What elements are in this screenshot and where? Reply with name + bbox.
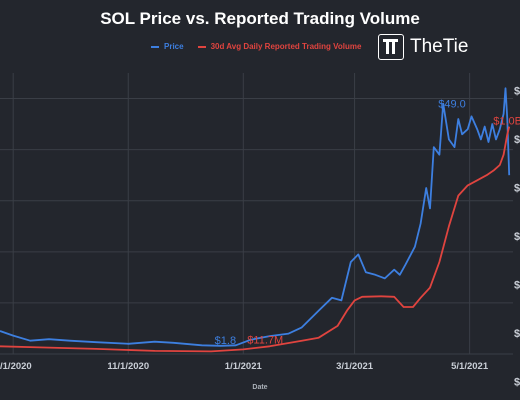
right-tick-label-5: $ bbox=[514, 328, 520, 340]
thetie-logo-text: TheTie bbox=[410, 36, 469, 57]
x-tick-label-0: 9/1/2020 bbox=[0, 361, 32, 372]
x-tick-label-3: 3/1/2021 bbox=[336, 361, 374, 372]
legend-label-volume: 30d Avg Daily Reported Trading Volume bbox=[210, 42, 362, 51]
legend-label-price: Price bbox=[164, 42, 184, 51]
right-tick-label-4: $ bbox=[514, 280, 520, 292]
right-tick-label-2: $ bbox=[514, 183, 520, 195]
chart-title: SOL Price vs. Reported Trading Volume bbox=[100, 9, 420, 28]
right-tick-label-3: $ bbox=[514, 231, 520, 243]
thetie-logo-icon bbox=[378, 34, 404, 60]
right-tick-label-1: $ bbox=[514, 134, 520, 146]
thetie-logo: TheTie bbox=[378, 34, 468, 60]
annotation-label-1: $11.7M bbox=[247, 334, 283, 346]
x-tick-label-1: 11/1/2020 bbox=[107, 361, 149, 372]
chart-legend: Price 30d Avg Daily Reported Trading Vol… bbox=[151, 42, 361, 51]
volume-line bbox=[0, 126, 511, 353]
x-axis-title: Date bbox=[252, 384, 268, 391]
annotation-label-0: $1.8 bbox=[215, 335, 236, 347]
price-line bbox=[0, 87, 511, 347]
legend-swatch-price bbox=[151, 45, 159, 48]
annotation-label-3: $1.0B bbox=[493, 116, 520, 128]
legend-swatch-volume bbox=[197, 45, 206, 48]
x-tick-label-4: 5/1/2021 bbox=[451, 361, 489, 372]
right-tick-label-6: $ bbox=[514, 377, 520, 389]
legend-item-price[interactable]: Price bbox=[151, 42, 184, 51]
annotation-label-2: $49.0 bbox=[438, 99, 466, 111]
legend-item-volume[interactable]: 30d Avg Daily Reported Trading Volume bbox=[197, 42, 362, 51]
x-tick-label-2: 1/1/2021 bbox=[225, 361, 263, 372]
right-tick-label-0: $ bbox=[514, 86, 520, 98]
